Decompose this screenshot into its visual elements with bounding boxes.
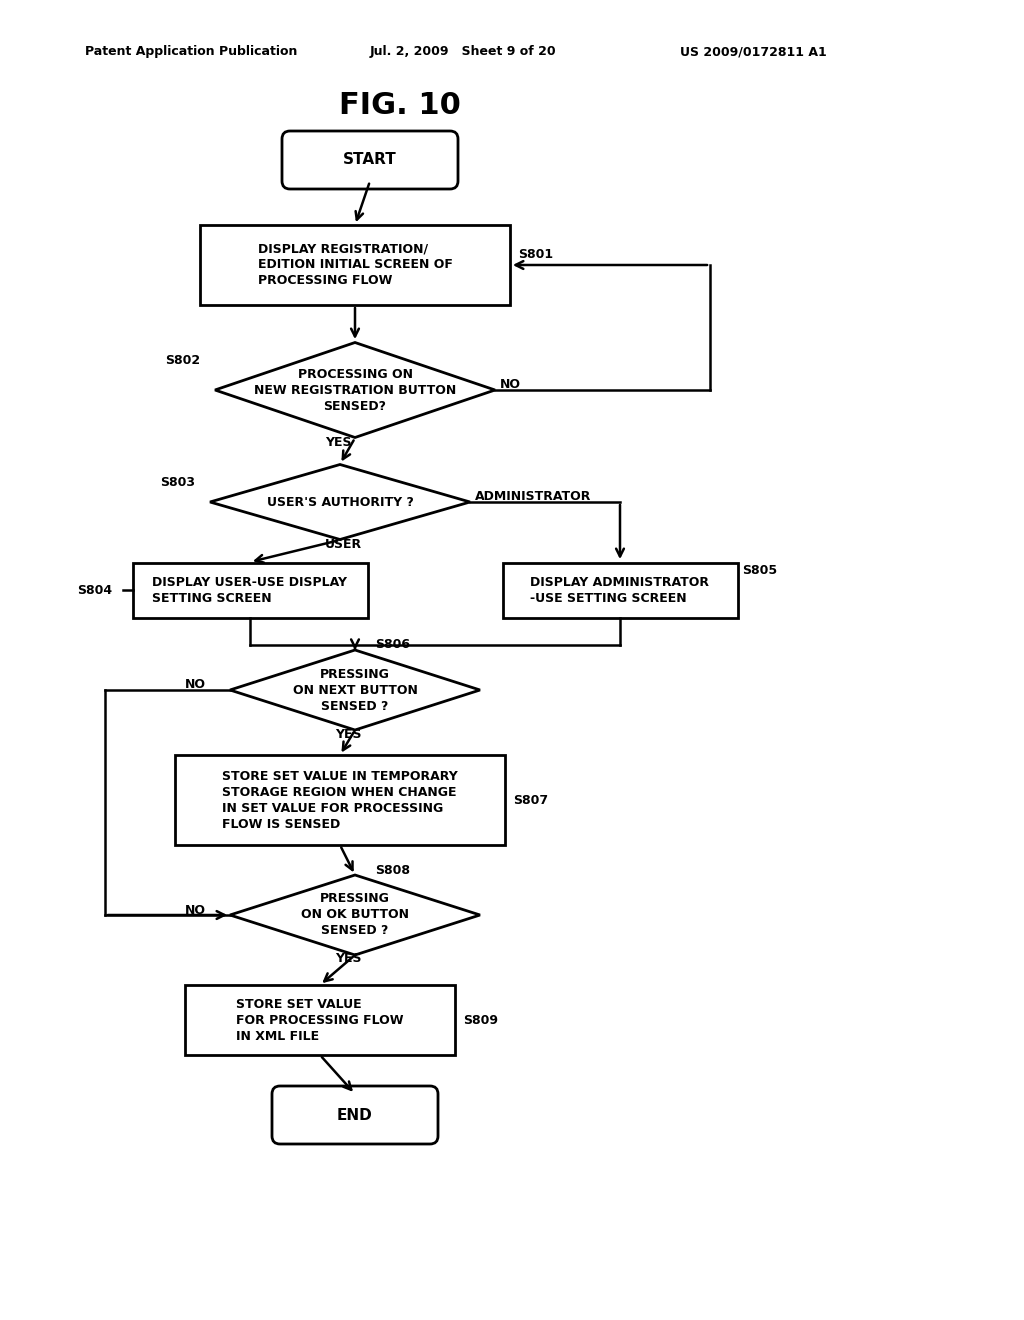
- Bar: [503, 562, 737, 618]
- Text: S801: S801: [518, 248, 553, 261]
- Text: PRESSING
ON NEXT BUTTON
SENSED ?: PRESSING ON NEXT BUTTON SENSED ?: [293, 668, 418, 713]
- Text: DISPLAY REGISTRATION/
EDITION INITIAL SCREEN OF
PROCESSING FLOW: DISPLAY REGISTRATION/ EDITION INITIAL SC…: [258, 243, 453, 288]
- Text: ADMINISTRATOR: ADMINISTRATOR: [475, 491, 592, 503]
- Text: NO: NO: [185, 678, 206, 692]
- Bar: [185, 985, 455, 1055]
- Text: NO: NO: [185, 903, 206, 916]
- Text: Jul. 2, 2009   Sheet 9 of 20: Jul. 2, 2009 Sheet 9 of 20: [370, 45, 557, 58]
- Text: STORE SET VALUE
FOR PROCESSING FLOW
IN XML FILE: STORE SET VALUE FOR PROCESSING FLOW IN X…: [237, 998, 403, 1043]
- Text: USER: USER: [325, 537, 362, 550]
- FancyBboxPatch shape: [282, 131, 458, 189]
- Bar: [200, 224, 510, 305]
- Text: PRESSING
ON OK BUTTON
SENSED ?: PRESSING ON OK BUTTON SENSED ?: [301, 892, 409, 937]
- Text: S805: S805: [742, 564, 777, 577]
- FancyBboxPatch shape: [272, 1086, 438, 1144]
- Text: Patent Application Publication: Patent Application Publication: [85, 45, 297, 58]
- Text: PROCESSING ON
NEW REGISTRATION BUTTON
SENSED?: PROCESSING ON NEW REGISTRATION BUTTON SE…: [254, 367, 456, 412]
- Text: STORE SET VALUE IN TEMPORARY
STORAGE REGION WHEN CHANGE
IN SET VALUE FOR PROCESS: STORE SET VALUE IN TEMPORARY STORAGE REG…: [222, 770, 458, 830]
- Text: NO: NO: [500, 379, 521, 392]
- Text: END: END: [337, 1107, 373, 1122]
- Text: DISPLAY USER-USE DISPLAY
SETTING SCREEN: DISPLAY USER-USE DISPLAY SETTING SCREEN: [153, 576, 347, 605]
- Text: YES: YES: [325, 436, 351, 449]
- Text: S809: S809: [463, 1014, 498, 1027]
- Text: USER'S AUTHORITY ?: USER'S AUTHORITY ?: [266, 495, 414, 508]
- Polygon shape: [215, 342, 495, 437]
- Text: YES: YES: [335, 727, 361, 741]
- Text: YES: YES: [335, 953, 361, 965]
- Bar: [175, 755, 505, 845]
- Text: DISPLAY ADMINISTRATOR
-USE SETTING SCREEN: DISPLAY ADMINISTRATOR -USE SETTING SCREE…: [530, 576, 710, 605]
- Text: S803: S803: [160, 475, 195, 488]
- Text: US 2009/0172811 A1: US 2009/0172811 A1: [680, 45, 826, 58]
- Text: S806: S806: [375, 639, 410, 652]
- Polygon shape: [230, 649, 480, 730]
- Text: S807: S807: [513, 793, 548, 807]
- Polygon shape: [210, 465, 470, 540]
- Text: S804: S804: [78, 583, 113, 597]
- Text: START: START: [343, 153, 397, 168]
- Bar: [132, 562, 368, 618]
- Text: S808: S808: [375, 863, 410, 876]
- Text: S802: S802: [165, 354, 200, 367]
- Text: FIG. 10: FIG. 10: [339, 91, 461, 120]
- Polygon shape: [230, 875, 480, 954]
